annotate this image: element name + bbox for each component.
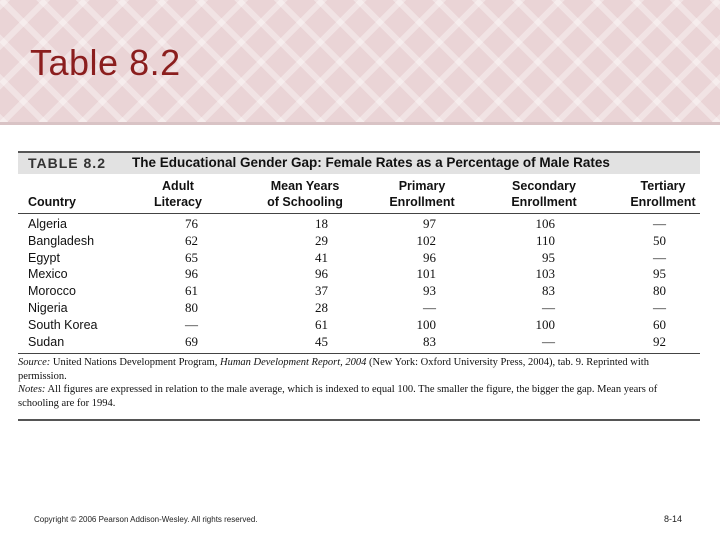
table-row: Algeria 76 18 97 106 — [18,216,700,233]
cell-secondary: — [542,299,555,315]
notes-label: Notes: [18,384,46,395]
cell-mean-years: 61 [315,316,328,332]
table-row: Morocco 61 37 93 83 80 [18,283,700,300]
header-mean-years-line1: Mean Years [270,179,340,193]
cell-tertiary: 50 [653,232,666,248]
header-tertiary-line1: Tertiary [640,179,686,193]
header-mean-years: Mean Years of Schooling [254,178,356,210]
header-secondary: Secondary Enrollment [502,178,586,210]
notes-note: Notes: All figures are expressed in rela… [18,383,700,410]
cell-tertiary: — [653,249,666,265]
header-tertiary-line2: Enrollment [630,195,696,209]
cell-tertiary: — [653,299,666,315]
cell-mean-years: 96 [315,266,328,282]
header-primary: Primary Enrollment [380,178,464,210]
cell-literacy: 62 [185,232,198,248]
cell-literacy: — [185,316,198,332]
table-row: Sudan 69 45 83 — 92 [18,334,700,351]
slide-title: Table 8.2 [30,42,181,83]
cell-primary: 101 [416,266,437,282]
cell-mean-years: 45 [315,333,328,349]
table-row: Nigeria 80 28 — — — [18,300,700,317]
header-primary-line2: Enrollment [389,195,455,209]
cell-primary: 102 [416,232,437,248]
cell-primary: 97 [423,216,436,231]
header-primary-line1: Primary [398,179,446,193]
source-text-2: (New York: Oxford University Press, 2004… [18,357,649,382]
header-tertiary: Tertiary Enrollment [628,178,698,210]
cell-literacy: 65 [185,249,198,265]
footer-rule [18,353,700,354]
cell-primary: 93 [423,283,436,299]
source-text-1: United Nations Development Program, [50,357,220,368]
cell-secondary: 110 [535,232,555,248]
cell-secondary: 100 [535,316,556,332]
copyright-notice: Copyright © 2006 Pearson Addison-Wesley.… [34,515,258,524]
cell-mean-years: 41 [315,249,328,265]
table-row: Mexico 96 96 101 103 95 [18,266,700,283]
page-number: 8-14 [664,514,683,524]
cell-literacy: 76 [185,216,198,231]
cell-primary: — [423,299,436,315]
cell-country: Mexico [28,267,68,282]
table-row: South Korea — 61 100 100 60 [18,317,700,334]
source-note: Source: United Nations Development Progr… [18,356,700,383]
header-secondary-line2: Enrollment [511,195,577,209]
header-adult-literacy-line1: Adult [162,179,194,193]
cell-country: South Korea [28,317,98,332]
cell-mean-years: 18 [315,216,328,231]
cell-tertiary: 60 [653,316,666,332]
cell-mean-years: 37 [315,283,328,299]
cell-literacy: 61 [185,283,198,299]
source-title: Human Development Report, 2004 [219,357,367,368]
cell-tertiary: 92 [653,333,666,349]
header-secondary-line1: Secondary [512,179,576,193]
cell-secondary: 106 [535,216,556,231]
cell-tertiary: — [653,216,666,231]
source-label: Source: [18,357,51,368]
cell-primary: 100 [416,316,437,332]
cell-secondary: 83 [542,283,555,299]
cell-mean-years: 29 [315,232,328,248]
table-caption: The Educational Gender Gap: Female Rates… [132,155,610,170]
cell-tertiary: 80 [653,283,666,299]
cell-literacy: 80 [185,299,198,315]
table-notes: Source: United Nations Development Progr… [18,356,700,410]
header-adult-literacy-line2: Literacy [154,195,202,209]
header-banner [0,0,720,122]
table-row: Egypt 65 41 96 95 — [18,250,700,267]
cell-secondary: 95 [542,249,555,265]
cell-literacy: 96 [185,266,198,282]
header-divider [0,122,720,125]
cell-country: Algeria [28,217,67,231]
table-number: TABLE 8.2 [28,155,106,171]
cell-tertiary: 95 [653,266,666,282]
cell-primary: 83 [423,333,436,349]
table-body: Algeria 76 18 97 106 — Bangladesh 62 29 … [18,216,700,350]
table-row: Bangladesh 62 29 102 110 50 [18,233,700,250]
cell-literacy: 69 [185,333,198,349]
header-country: Country [28,195,76,209]
cell-primary: 96 [423,249,436,265]
cell-country: Morocco [28,284,76,299]
notes-text: All figures are expressed in relation to… [18,384,658,409]
bottom-rule [18,419,700,421]
header-rule [18,213,700,214]
header-mean-years-line2: of Schooling [267,195,343,209]
cell-secondary: 103 [535,266,556,282]
cell-country: Bangladesh [28,233,95,248]
cell-mean-years: 28 [315,299,328,315]
cell-country: Sudan [28,334,65,349]
cell-secondary: — [542,333,555,349]
cell-country: Nigeria [28,300,68,315]
table-title-bar: TABLE 8.2 The Educational Gender Gap: Fe… [18,151,700,174]
header-adult-literacy: Adult Literacy [148,178,208,210]
table-figure: TABLE 8.2 The Educational Gender Gap: Fe… [18,151,700,421]
cell-country: Egypt [28,250,60,265]
